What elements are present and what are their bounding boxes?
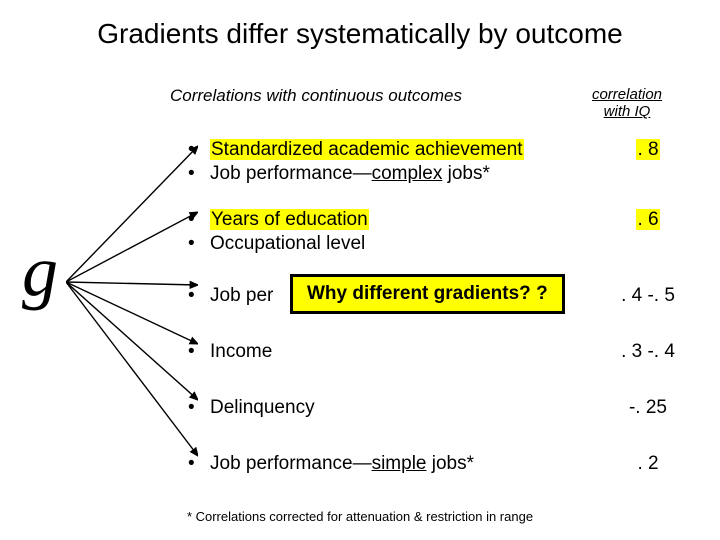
row-academic: • Standardized academic achievement . 8 <box>188 138 688 162</box>
bullet-icon: • <box>188 138 210 162</box>
row-delinquency-value: -. 25 <box>608 396 688 420</box>
subheading-iq: correlation with IQ <box>582 86 672 121</box>
row-education-value: . 6 <box>636 209 659 230</box>
callout-box: Why different gradients? ? <box>290 274 565 314</box>
bullet-icon: • <box>188 284 210 308</box>
row-occupation: • Occupational level <box>188 232 688 256</box>
bullet-icon: • <box>188 162 210 186</box>
row-education: • Years of education . 6 <box>188 208 688 232</box>
row-delinquency-text: Delinquency <box>210 396 608 420</box>
group-4: • Income . 3 -. 4 <box>188 340 688 364</box>
row-simple-jobs-text: Job performance—simple jobs* <box>210 452 608 476</box>
bullet-icon: • <box>188 452 210 476</box>
row-academic-value: . 8 <box>636 139 659 160</box>
footnote: * Correlations corrected for attenuation… <box>0 509 720 524</box>
subheading-outcomes: Correlations with continuous outcomes <box>170 86 462 106</box>
bullet-icon: • <box>188 340 210 364</box>
row-income-value: . 3 -. 4 <box>608 340 688 364</box>
row-occupation-text: Occupational level <box>210 232 608 256</box>
group-1: • Standardized academic achievement . 8 … <box>188 138 688 186</box>
row-job-perf-mid-value: . 4 -. 5 <box>608 284 688 308</box>
arrow-fan <box>66 140 198 460</box>
bullet-icon: • <box>188 208 210 232</box>
row-income: • Income . 3 -. 4 <box>188 340 688 364</box>
row-simple-jobs-value: . 2 <box>608 452 688 476</box>
row-delinquency: • Delinquency -. 25 <box>188 396 688 420</box>
row-academic-text: Standardized academic achievement <box>210 139 524 160</box>
group-2: • Years of education . 6 • Occupational … <box>188 208 688 256</box>
row-complex-jobs: • Job performance—complex jobs* <box>188 162 688 186</box>
row-simple-jobs: • Job performance—simple jobs* . 2 <box>188 452 688 476</box>
g-node: g <box>22 230 58 313</box>
row-income-text: Income <box>210 340 608 364</box>
row-complex-jobs-text: Job performance—complex jobs* <box>210 162 608 186</box>
row-education-text: Years of education <box>210 209 369 230</box>
page-title: Gradients differ systematically by outco… <box>0 18 720 50</box>
group-5: • Delinquency -. 25 <box>188 396 688 420</box>
group-6: • Job performance—simple jobs* . 2 <box>188 452 688 476</box>
bullet-icon: • <box>188 232 210 256</box>
bullet-icon: • <box>188 396 210 420</box>
